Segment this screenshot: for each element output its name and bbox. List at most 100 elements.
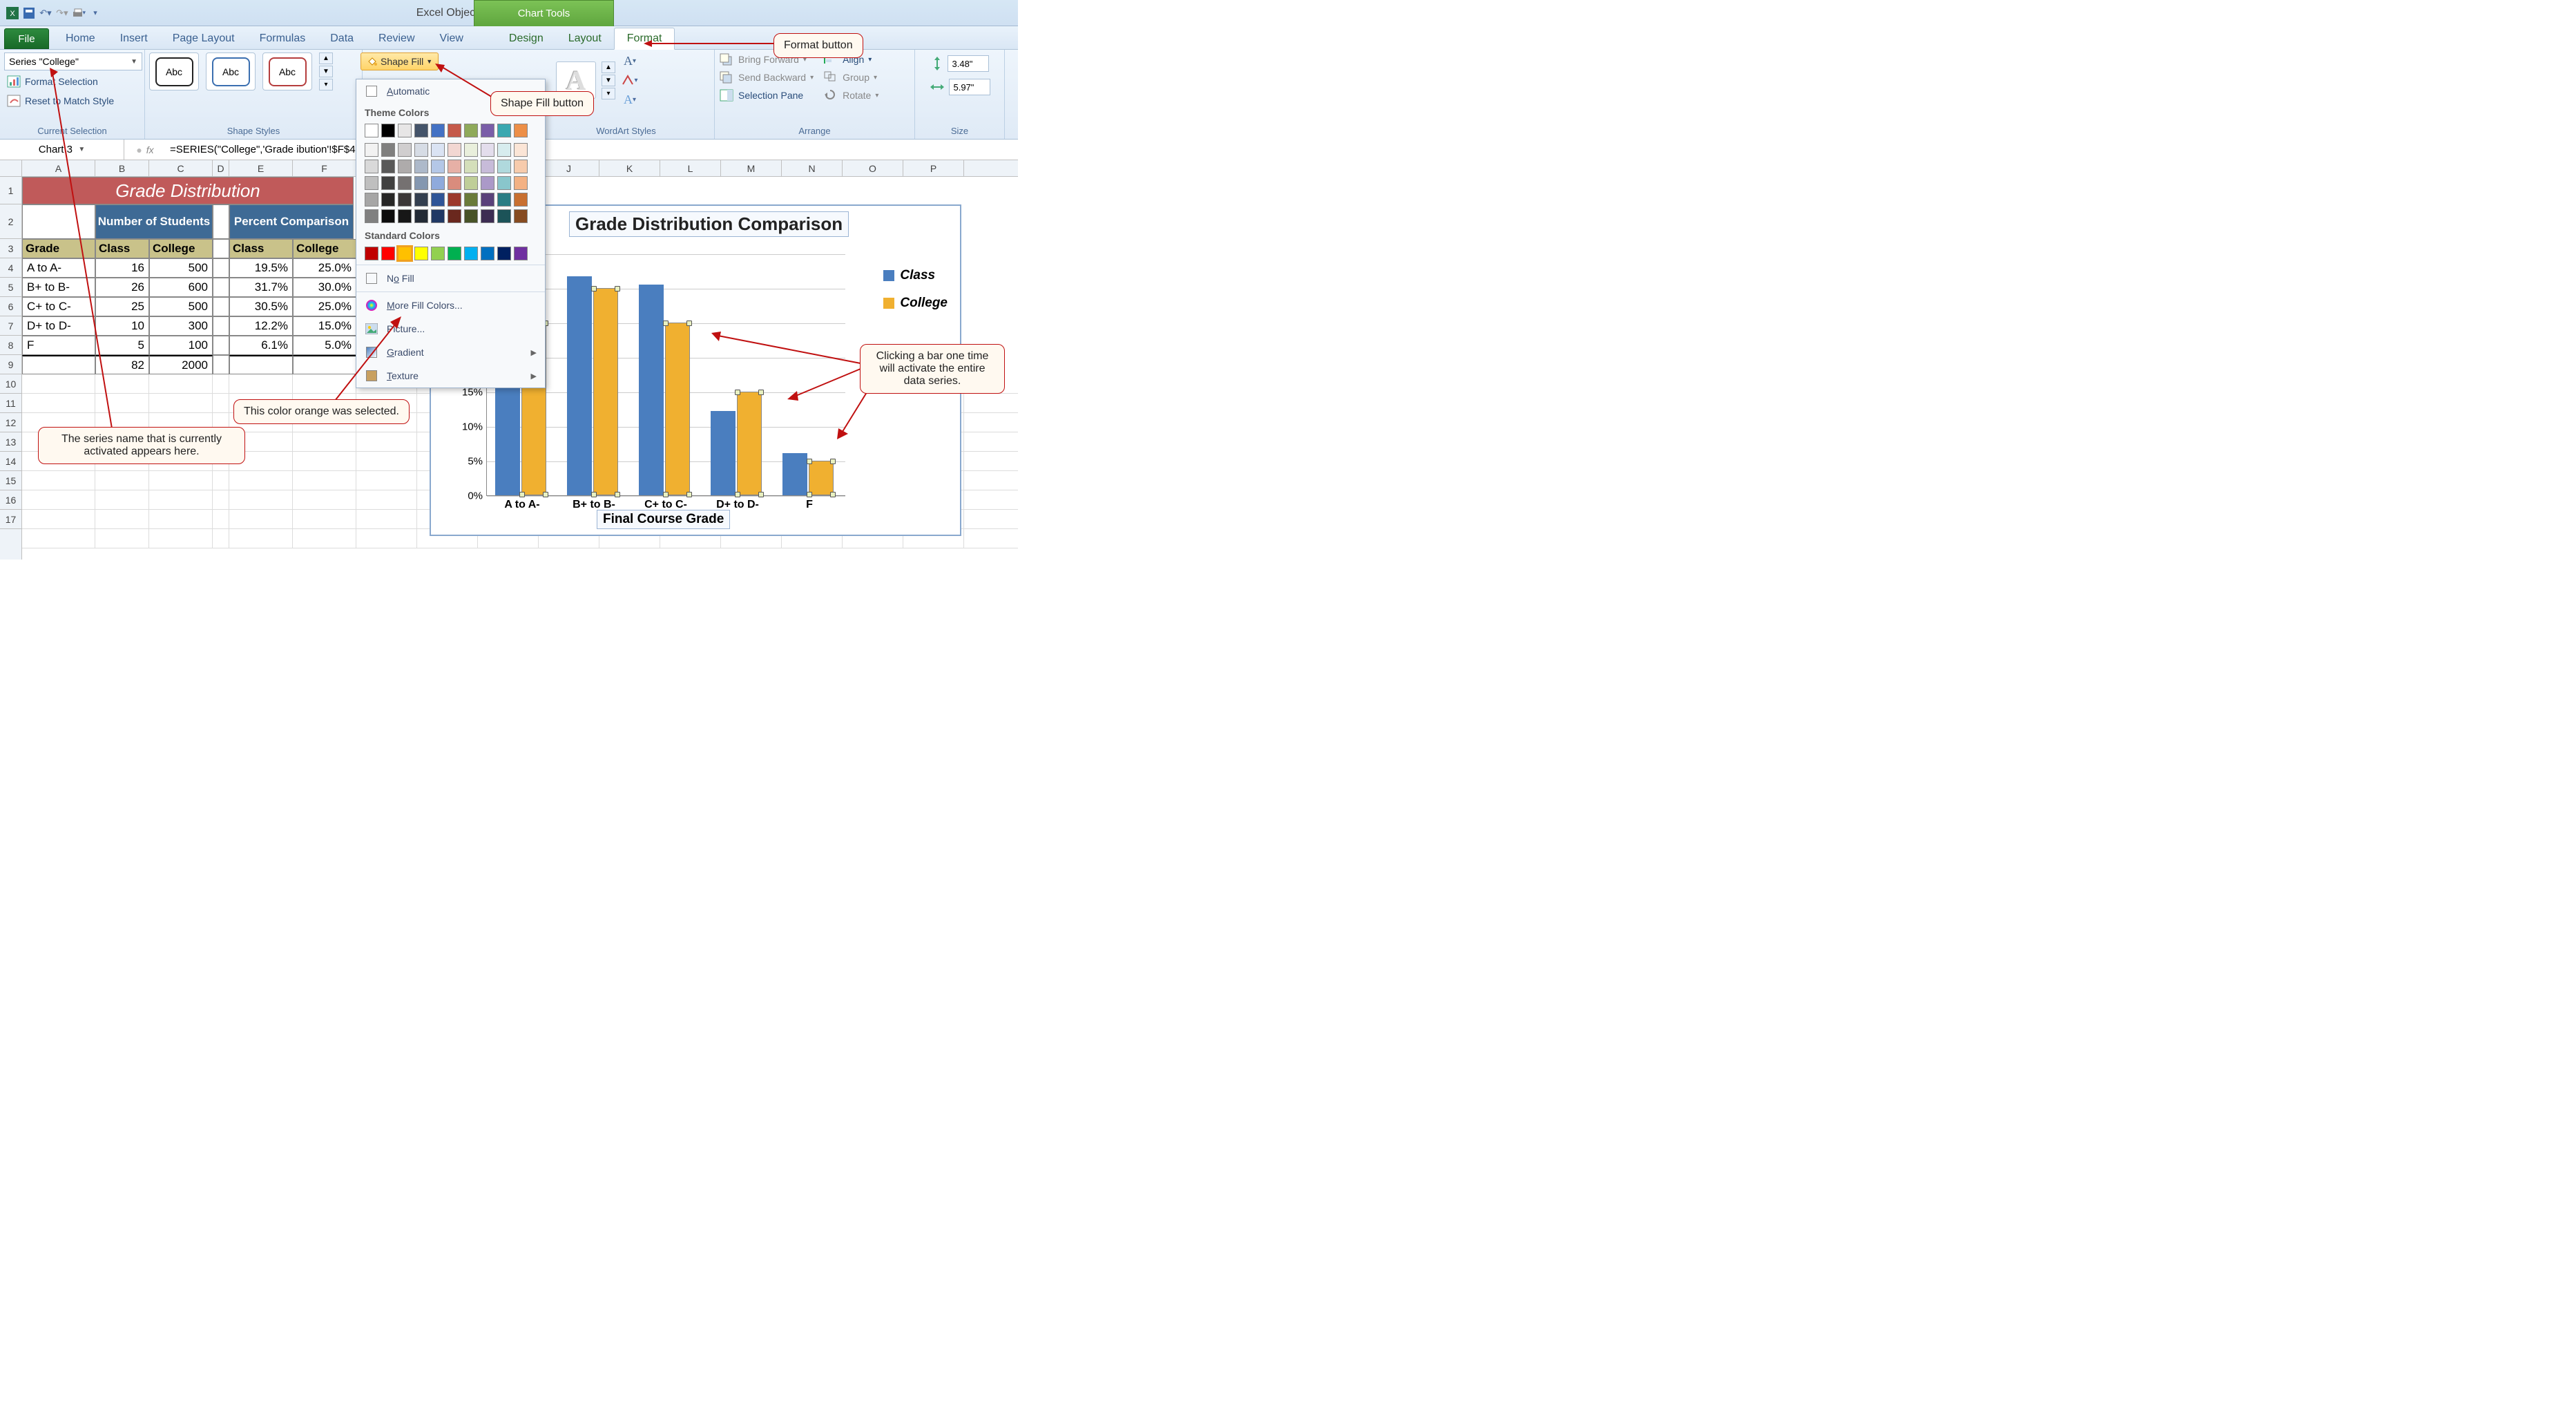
color-swatch[interactable] xyxy=(381,176,395,190)
row-header[interactable]: 6 xyxy=(0,297,21,316)
text-effects-icon[interactable]: A▾ xyxy=(621,91,639,108)
qat-customize-icon[interactable]: ▾ xyxy=(88,6,102,20)
color-swatch[interactable] xyxy=(414,160,428,173)
chart-bar-college[interactable] xyxy=(593,288,618,495)
color-swatch[interactable] xyxy=(464,247,478,260)
chart-title[interactable]: Grade Distribution Comparison xyxy=(569,211,849,237)
row-header[interactable]: 3 xyxy=(0,239,21,258)
column-header[interactable]: P xyxy=(903,160,964,176)
row-header[interactable]: 9 xyxy=(0,355,21,374)
selection-pane-button[interactable]: Selection Pane xyxy=(719,88,814,102)
shape-width-field[interactable]: 5.97" xyxy=(930,79,990,95)
column-header[interactable]: N xyxy=(782,160,843,176)
color-swatch[interactable] xyxy=(514,209,528,223)
color-swatch[interactable] xyxy=(431,247,445,260)
color-swatch[interactable] xyxy=(497,124,511,137)
row-header[interactable]: 8 xyxy=(0,336,21,355)
color-swatch[interactable] xyxy=(365,176,378,190)
color-swatch[interactable] xyxy=(514,193,528,207)
color-swatch[interactable] xyxy=(514,143,528,157)
color-swatch[interactable] xyxy=(381,193,395,207)
tab-view[interactable]: View xyxy=(427,28,476,49)
color-swatch[interactable] xyxy=(448,247,461,260)
color-swatch[interactable] xyxy=(497,160,511,173)
color-swatch[interactable] xyxy=(448,209,461,223)
row-header[interactable]: 7 xyxy=(0,316,21,336)
table-cell[interactable]: 100 xyxy=(149,336,213,355)
row-header[interactable]: 15 xyxy=(0,471,21,490)
table-total-cell[interactable] xyxy=(229,355,293,374)
select-all-corner[interactable] xyxy=(0,160,22,176)
table-cell[interactable]: 25.0% xyxy=(293,258,356,278)
color-swatch[interactable] xyxy=(365,160,378,173)
color-swatch[interactable] xyxy=(448,176,461,190)
tab-design[interactable]: Design xyxy=(497,28,556,49)
color-swatch[interactable] xyxy=(398,160,412,173)
color-swatch[interactable] xyxy=(431,160,445,173)
color-swatch[interactable] xyxy=(481,209,494,223)
row-header[interactable]: 13 xyxy=(0,432,21,452)
color-swatch[interactable] xyxy=(431,209,445,223)
color-swatch[interactable] xyxy=(497,143,511,157)
column-header[interactable]: L xyxy=(660,160,721,176)
chart-legend[interactable]: Class College xyxy=(883,268,948,311)
row-header[interactable]: 10 xyxy=(0,374,21,394)
color-swatch[interactable] xyxy=(381,143,395,157)
color-swatch[interactable] xyxy=(398,124,412,137)
row-header[interactable]: 5 xyxy=(0,278,21,297)
chart-bar-class[interactable] xyxy=(567,276,592,495)
color-swatch[interactable] xyxy=(514,176,528,190)
color-swatch[interactable] xyxy=(481,143,494,157)
text-fill-icon[interactable]: A▾ xyxy=(621,52,639,69)
color-swatch[interactable] xyxy=(365,124,378,137)
color-swatch[interactable] xyxy=(398,193,412,207)
theme-tints-grid[interactable] xyxy=(356,140,545,226)
color-swatch[interactable] xyxy=(398,176,412,190)
save-icon[interactable] xyxy=(22,6,36,20)
color-swatch[interactable] xyxy=(414,247,428,260)
shape-style-preset[interactable]: Abc xyxy=(149,52,199,90)
color-swatch[interactable] xyxy=(464,209,478,223)
color-swatch[interactable] xyxy=(448,160,461,173)
color-swatch[interactable] xyxy=(414,124,428,137)
row-header[interactable]: 11 xyxy=(0,394,21,413)
color-swatch[interactable] xyxy=(497,193,511,207)
redo-icon[interactable]: ↷▾ xyxy=(55,6,69,20)
table-cell[interactable]: 300 xyxy=(149,316,213,336)
color-swatch[interactable] xyxy=(497,247,511,260)
shape-style-preset[interactable]: Abc xyxy=(206,52,256,90)
x-axis-label[interactable]: Final Course Grade xyxy=(597,510,730,529)
table-cell[interactable]: 6.1% xyxy=(229,336,293,355)
color-swatch[interactable] xyxy=(448,143,461,157)
row-header[interactable]: 12 xyxy=(0,413,21,432)
file-tab[interactable]: File xyxy=(4,28,49,49)
color-swatch[interactable] xyxy=(481,160,494,173)
wordart-gallery-nav[interactable]: ▲▼▾ xyxy=(602,61,615,99)
column-header[interactable]: D xyxy=(213,160,229,176)
color-swatch[interactable] xyxy=(431,193,445,207)
color-swatch[interactable] xyxy=(431,124,445,137)
column-header[interactable]: E xyxy=(229,160,293,176)
color-swatch[interactable] xyxy=(464,124,478,137)
color-swatch[interactable] xyxy=(398,247,412,260)
chart-bar-college[interactable] xyxy=(665,323,690,495)
table-cell[interactable]: 31.7% xyxy=(229,278,293,297)
color-swatch[interactable] xyxy=(381,160,395,173)
shape-fill-button[interactable]: Shape Fill ▼ xyxy=(361,52,439,70)
shape-height-field[interactable]: 3.48" xyxy=(931,55,989,72)
tab-review[interactable]: Review xyxy=(366,28,427,49)
tab-formulas[interactable]: Formulas xyxy=(247,28,318,49)
column-header[interactable]: J xyxy=(539,160,599,176)
row-header[interactable]: 2 xyxy=(0,204,21,239)
color-swatch[interactable] xyxy=(365,209,378,223)
table-cell[interactable]: 19.5% xyxy=(229,258,293,278)
chart-bar-class[interactable] xyxy=(639,285,664,495)
column-header[interactable]: K xyxy=(599,160,660,176)
row-header[interactable]: 1 xyxy=(0,177,21,204)
table-cell[interactable]: 12.2% xyxy=(229,316,293,336)
standard-colors-row[interactable] xyxy=(356,244,545,263)
color-swatch[interactable] xyxy=(464,176,478,190)
table-cell[interactable]: 30.5% xyxy=(229,297,293,316)
table-total-cell[interactable]: 2000 xyxy=(149,355,213,374)
color-swatch[interactable] xyxy=(365,247,378,260)
